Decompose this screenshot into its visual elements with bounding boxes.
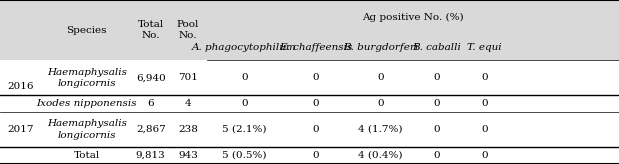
Text: 0: 0 bbox=[241, 99, 248, 108]
Text: 5 (2.1%): 5 (2.1%) bbox=[222, 125, 267, 134]
Text: 2016: 2016 bbox=[7, 82, 33, 91]
Text: Species: Species bbox=[66, 26, 107, 35]
Bar bbox=[0, 95, 619, 112]
Text: B. caballi: B. caballi bbox=[412, 43, 461, 52]
Text: Total: Total bbox=[74, 151, 100, 160]
Text: 4: 4 bbox=[184, 99, 191, 108]
Text: 0: 0 bbox=[378, 73, 384, 82]
Text: 0: 0 bbox=[313, 125, 319, 134]
Text: Pool
No.: Pool No. bbox=[176, 20, 199, 40]
Text: T. equi: T. equi bbox=[467, 43, 501, 52]
Text: Haemaphysalis
longicornis: Haemaphysalis longicornis bbox=[46, 68, 127, 88]
Text: 0: 0 bbox=[481, 125, 488, 134]
Text: 0: 0 bbox=[433, 99, 439, 108]
Bar bbox=[0, 147, 619, 164]
Text: 0: 0 bbox=[313, 99, 319, 108]
Text: 0: 0 bbox=[433, 151, 439, 160]
Text: 5 (0.5%): 5 (0.5%) bbox=[222, 151, 267, 160]
Text: 0: 0 bbox=[241, 73, 248, 82]
Text: Total
No.: Total No. bbox=[137, 20, 164, 40]
Text: E. chaffeensis: E. chaffeensis bbox=[279, 43, 352, 52]
Text: 238: 238 bbox=[178, 125, 198, 134]
Text: 0: 0 bbox=[481, 99, 488, 108]
Text: 0: 0 bbox=[313, 151, 319, 160]
Bar bbox=[0, 35, 619, 60]
Text: 4 (0.4%): 4 (0.4%) bbox=[358, 151, 403, 160]
Text: 0: 0 bbox=[378, 99, 384, 108]
Text: 0: 0 bbox=[481, 151, 488, 160]
Text: Ixodes nipponensis: Ixodes nipponensis bbox=[37, 99, 137, 108]
Text: 4 (1.7%): 4 (1.7%) bbox=[358, 125, 403, 134]
Text: 0: 0 bbox=[433, 125, 439, 134]
Text: 6: 6 bbox=[147, 99, 154, 108]
Text: 9,813: 9,813 bbox=[136, 151, 166, 160]
Text: A. phagocytophilum: A. phagocytophilum bbox=[192, 43, 297, 52]
Bar bbox=[0, 112, 619, 147]
Text: 2,867: 2,867 bbox=[136, 125, 166, 134]
Bar bbox=[0, 0, 619, 35]
Text: Haemaphysalis
longicornis: Haemaphysalis longicornis bbox=[46, 119, 127, 140]
Text: 701: 701 bbox=[178, 73, 198, 82]
Text: 2017: 2017 bbox=[7, 125, 33, 134]
Bar bbox=[0, 60, 619, 95]
Text: 6,940: 6,940 bbox=[136, 73, 166, 82]
Text: 0: 0 bbox=[481, 73, 488, 82]
Text: 943: 943 bbox=[178, 151, 198, 160]
Text: B. burgdorferi: B. burgdorferi bbox=[343, 43, 418, 52]
Text: 0: 0 bbox=[313, 73, 319, 82]
Text: Ag positive No. (%): Ag positive No. (%) bbox=[362, 13, 464, 22]
Text: 0: 0 bbox=[433, 73, 439, 82]
